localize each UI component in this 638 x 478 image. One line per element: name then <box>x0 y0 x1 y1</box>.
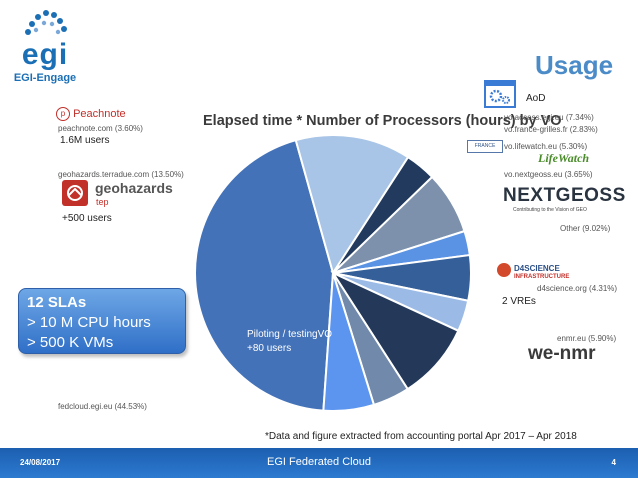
gear-window-icon <box>484 80 516 108</box>
geohazards-users: +500 users <box>62 213 112 224</box>
footer-date: 24/08/2017 <box>20 458 61 467</box>
peachnote-logo-text: Peachnote <box>73 107 126 120</box>
france-grilles-logo: FRANCE GRILLES <box>467 140 503 153</box>
slice-label-peachnote: peachnote.com (3.60%) <box>58 124 143 133</box>
slice-label-fedcloud: fedcloud.egi.eu (44.53%) <box>58 402 147 411</box>
peachnote-users: 1.6M users <box>60 135 110 146</box>
nextgeoss-logo-sub: Contributing to the Vision of GEO <box>513 207 587 213</box>
wenmr-logo: we-nmr <box>528 343 596 364</box>
d4science-logo-sub: INFRASTRUCTURE <box>514 274 570 280</box>
vres-label: 2 VREs <box>502 296 536 307</box>
lifewatch-logo: LifeWatch <box>538 151 590 165</box>
footer-title: EGI Federated Cloud <box>267 456 371 468</box>
slice-label-geohazards: geohazards.terradue.com (13.50%) <box>58 170 184 179</box>
slice-label-d4science: d4science.org (4.31%) <box>537 284 618 293</box>
footer-page-number: 4 <box>611 458 616 467</box>
pie-slice-1 <box>294 134 410 276</box>
peachnote-logo: p Peachnote <box>56 107 126 121</box>
geohazards-logo-text: geohazards <box>95 180 173 196</box>
sla-line-3: > 500 K VMs <box>27 334 114 351</box>
logo-dots-icon <box>25 10 67 35</box>
footer-bar: 24/08/2017 EGI Federated Cloud 4 <box>0 448 638 478</box>
piloting-line-1: Piloting / testingVO <box>247 329 333 340</box>
nextgeoss-logo: NEXTGEOSS <box>503 185 626 206</box>
slice-label-nextgeoss: vo.nextgeoss.eu (3.65%) <box>504 170 593 179</box>
page-title: Usage <box>535 50 614 80</box>
slice-label-france-grilles: vo.france-grilles.fr (2.83%) <box>504 125 598 134</box>
piloting-line-2: +80 users <box>247 343 292 354</box>
source-note: *Data and figure extracted from accounti… <box>265 431 577 442</box>
slice-label-other: Other (9.02%) <box>560 224 611 233</box>
geohazards-logo-sub: tep <box>96 197 109 207</box>
logo-subtitle: EGI-Engage <box>13 72 77 84</box>
egi-logo: egi EGI-Engage <box>10 8 80 88</box>
aod-label: AoD <box>526 93 546 104</box>
slice-label-enmr: enmr.eu (5.90%) <box>557 334 617 343</box>
logo-word: egi <box>21 38 69 71</box>
slice-label-lifewatch: vo.lifewatch.eu (5.30%) <box>504 142 588 151</box>
d4science-icon <box>497 263 511 277</box>
pie-slice-9 <box>322 272 376 412</box>
d4science-logo-text: D4SCIENCE <box>514 264 560 273</box>
geohazards-icon <box>62 180 88 206</box>
chart-title: Elapsed time * Number of Processors (hou… <box>203 113 562 129</box>
pie-slice-0 <box>194 138 335 412</box>
sla-line-1: 12 SLAs <box>27 294 87 311</box>
piloting-annotation: Piloting / testingVO +80 users <box>247 328 332 356</box>
slice-label-access: vo.access.egi.eu (7.34%) <box>504 113 594 122</box>
sla-box: 12 SLAs > 10 M CPU hours > 500 K VMs <box>18 288 186 354</box>
sla-line-2: > 10 M CPU hours <box>27 314 151 331</box>
peachnote-icon: p <box>56 107 70 121</box>
